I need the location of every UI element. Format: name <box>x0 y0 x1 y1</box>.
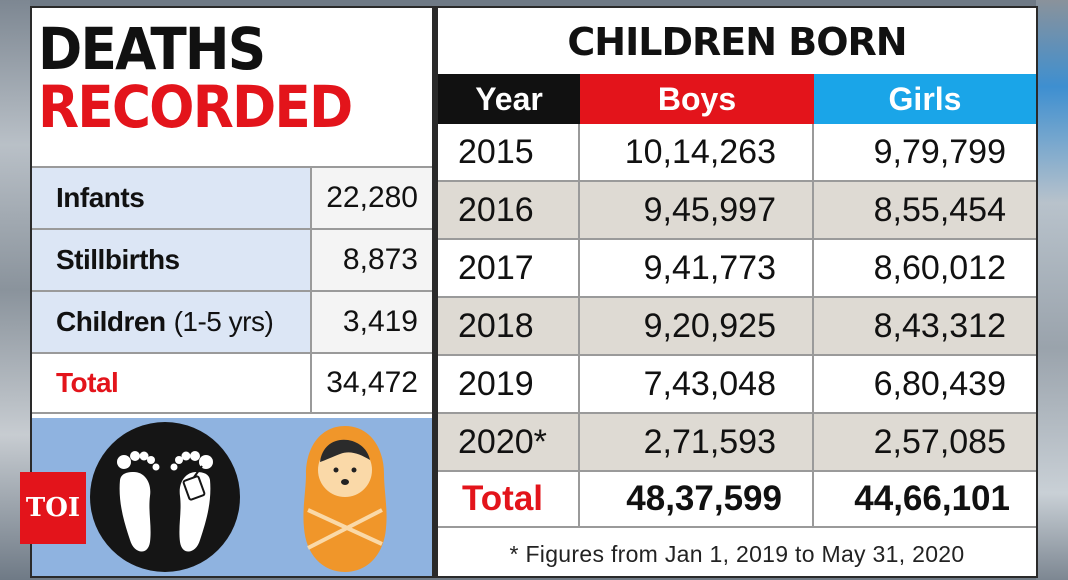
panel-divider <box>432 8 438 576</box>
cell-boys: 10,14,263 <box>580 124 814 180</box>
table-row: 2018 9,20,925 8,43,312 <box>438 298 1036 356</box>
cell-year: 2018 <box>438 298 580 354</box>
illustration-panel <box>32 418 432 576</box>
table-row: 2020* 2,71,593 2,57,085 <box>438 414 1036 472</box>
deaths-title-line1: DEATHS <box>38 15 266 83</box>
toi-logo: TOI <box>20 472 86 544</box>
deaths-label-text: Stillbirths <box>56 244 180 275</box>
cell-boys: 9,45,997 <box>580 182 814 238</box>
deaths-title: DEATHS RECORDED <box>38 20 397 136</box>
deaths-row-value: 34,472 <box>312 354 432 412</box>
header-girls: Girls <box>814 74 1036 124</box>
cell-total-label: Total <box>438 472 580 526</box>
deaths-title-line2: RECORDED <box>38 73 353 141</box>
deaths-label-note: (1-5 yrs) <box>173 306 274 337</box>
births-total-row: Total 48,37,599 44,66,101 <box>438 472 1036 528</box>
cell-boys: 7,43,048 <box>580 356 814 412</box>
table-row: 2015 10,14,263 9,79,799 <box>438 124 1036 182</box>
births-header-row: Year Boys Girls <box>438 74 1036 124</box>
deaths-row-value: 22,280 <box>312 168 432 228</box>
deaths-row-label: Stillbirths <box>32 230 312 290</box>
cell-total-girls: 44,66,101 <box>854 479 1010 518</box>
footnote: * Figures from Jan 1, 2019 to May 31, 20… <box>509 540 965 567</box>
cell-girls: 8,55,454 <box>873 190 1006 229</box>
infographic-card: DEATHS RECORDED Infants 22,280 Stillbirt… <box>20 6 1038 578</box>
cell-year: 2019 <box>438 356 580 412</box>
cell-boys: 9,41,773 <box>580 240 814 296</box>
deaths-label-text: Total <box>56 367 119 398</box>
cell-year: 2017 <box>438 240 580 296</box>
cell-year: 2016 <box>438 182 580 238</box>
cell-girls: 8,60,012 <box>873 248 1006 287</box>
births-panel: CHILDREN BORN Year Boys Girls 2015 10,14… <box>438 8 1036 576</box>
births-title: CHILDREN BORN <box>567 20 907 64</box>
background-strip-right <box>1036 0 1068 580</box>
cell-boys: 9,20,925 <box>580 298 814 354</box>
header-boys: Boys <box>580 74 814 124</box>
table-row: 2019 7,43,048 6,80,439 <box>438 356 1036 414</box>
deaths-label-text: Infants <box>56 182 145 213</box>
deaths-row-label: Total <box>32 354 312 412</box>
deaths-row-label: Children (1-5 yrs) <box>32 292 312 352</box>
deaths-label-text: Children <box>56 306 166 337</box>
cell-girls: 6,80,439 <box>873 364 1006 403</box>
baby-icon <box>300 424 390 574</box>
cell-boys: 2,71,593 <box>580 414 814 470</box>
deaths-panel: DEATHS RECORDED Infants 22,280 Stillbirt… <box>32 8 432 576</box>
deaths-table: Infants 22,280 Stillbirths 8,873 Childre… <box>32 166 432 414</box>
deaths-row-label: Infants <box>32 168 312 228</box>
deaths-row: Stillbirths 8,873 <box>32 228 432 290</box>
deaths-row: Infants 22,280 <box>32 166 432 228</box>
table-row: 2016 9,45,997 8,55,454 <box>438 182 1036 240</box>
deaths-total-row: Total 34,472 <box>32 352 432 414</box>
cell-year: 2015 <box>438 124 580 180</box>
cell-year: 2020* <box>438 414 580 470</box>
cell-girls: 2,57,085 <box>873 422 1006 461</box>
table-row: 2017 9,41,773 8,60,012 <box>438 240 1036 298</box>
footprints-icon <box>90 422 240 572</box>
deaths-row-value: 3,419 <box>312 292 432 352</box>
cell-girls: 8,43,312 <box>873 306 1006 345</box>
deaths-row-value: 8,873 <box>312 230 432 290</box>
births-table-body: 2015 10,14,263 9,79,799 2016 9,45,997 8,… <box>438 124 1036 528</box>
deaths-row: Children (1-5 yrs) 3,419 <box>32 290 432 352</box>
cell-girls: 9,79,799 <box>873 132 1006 171</box>
header-year: Year <box>438 74 580 124</box>
cell-total-boys: 48,37,599 <box>580 472 814 526</box>
